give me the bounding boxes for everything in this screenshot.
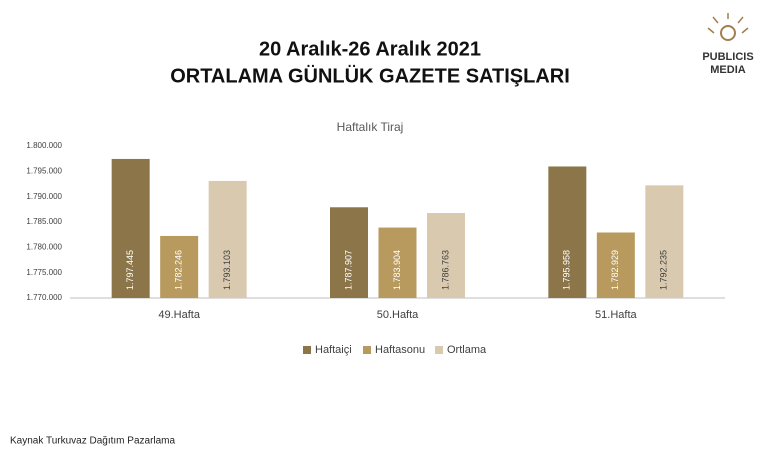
- y-tick-label: 1.780.000: [26, 242, 62, 251]
- bar: [645, 185, 684, 298]
- y-tick-label: 1.795.000: [26, 166, 62, 175]
- logo: PUBLICIS MEDIA: [702, 13, 754, 76]
- x-tick-label: 49.Hafta: [158, 309, 200, 321]
- y-tick-label: 1.775.000: [26, 268, 62, 277]
- value-label: 1.795.958: [562, 250, 572, 290]
- legend-label: Haftasonu: [375, 344, 425, 356]
- logo-icon: [707, 13, 749, 34]
- value-label: 1.782.246: [174, 250, 184, 290]
- legend-label: Ortlama: [447, 344, 487, 356]
- value-label: 1.797.445: [125, 250, 135, 290]
- bar: [330, 207, 368, 298]
- y-tick-label: 1.785.000: [26, 217, 62, 226]
- source: Kaynak Turkuvaz Dağıtım Pazarlama: [10, 436, 176, 447]
- y-tick-label: 1.800.000: [26, 141, 62, 150]
- legend-swatch: [303, 346, 311, 354]
- value-label: 1.793.103: [222, 250, 232, 290]
- bar: [427, 213, 465, 298]
- y-tick-label: 1.790.000: [26, 192, 62, 201]
- bar: [596, 232, 635, 298]
- value-label: 1.792.235: [659, 250, 669, 290]
- title: 20 Aralık-26 Aralık 2021: [259, 38, 481, 60]
- value-label: 1.782.929: [610, 250, 620, 290]
- bar: [111, 158, 150, 298]
- bar: [160, 235, 199, 298]
- logo-text: MEDIA: [710, 64, 746, 76]
- title: ORTALAMA GÜNLÜK GAZETE SATIŞLARI: [170, 64, 570, 87]
- x-tick-label: 50.Hafta: [377, 309, 419, 321]
- y-tick-label: 1.770.000: [26, 293, 62, 302]
- logo-icon: [720, 25, 736, 41]
- logo-text: PUBLICIS: [702, 51, 753, 63]
- value-label: 1.787.907: [343, 250, 353, 290]
- x-tick-label: 51.Hafta: [595, 309, 637, 321]
- bar: [548, 166, 587, 298]
- bar: [378, 227, 417, 298]
- value-label: 1.783.904: [392, 250, 402, 290]
- legend-swatch: [363, 346, 371, 354]
- legend-label: Haftaiçi: [315, 344, 352, 356]
- legend-swatch: [435, 346, 443, 354]
- bar: [208, 180, 247, 298]
- chart-title: Haftalık Tiraj: [337, 120, 404, 134]
- value-label: 1.786.763: [440, 250, 450, 290]
